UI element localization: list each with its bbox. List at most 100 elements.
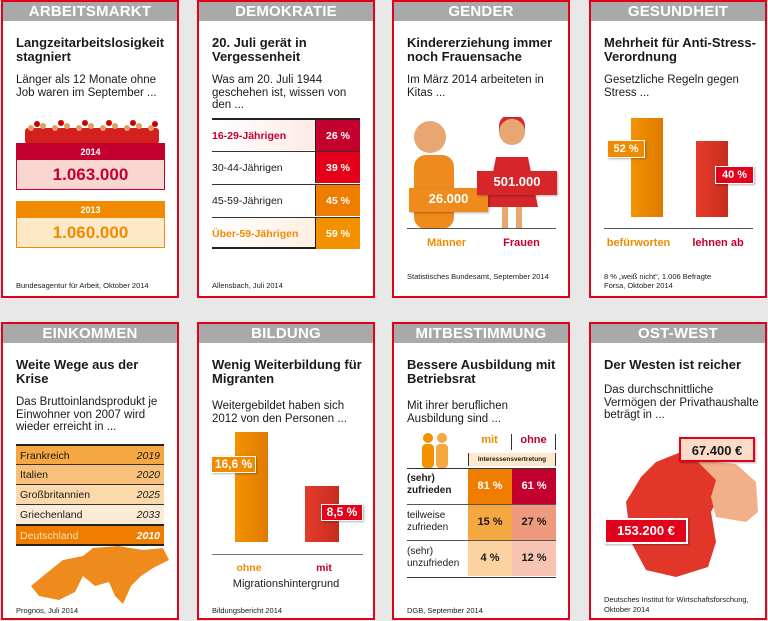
bar-label: lehnen ab	[692, 237, 744, 249]
card-subtitle: Mit ihrer beruflichen Ausbildung sind ..…	[407, 400, 508, 425]
card-bildung: BILDUNG Wenig Weiterbildung für Migrante…	[197, 322, 375, 620]
men-label: Männer	[426, 237, 467, 249]
row-label: (sehr) zufrieden	[407, 473, 452, 496]
box-2013: 2013 1.060.000	[16, 201, 165, 248]
source: Forsa, Oktober 2014	[604, 281, 673, 290]
value: 1.063.000	[52, 165, 129, 184]
country: Großbritannien	[20, 489, 91, 501]
row-value: 45 %	[315, 185, 360, 216]
table-row: 30-44-Jährigen 39 %	[212, 151, 360, 183]
card-header: EINKOMMEN	[3, 324, 177, 343]
country: Frankreich	[20, 450, 70, 462]
divider	[407, 468, 556, 469]
divider	[407, 577, 556, 578]
country: Deutschland	[20, 530, 79, 542]
card-subtitle: Im März 2014 arbeiteten in Kitas ...	[407, 74, 544, 99]
card-title: Kindererziehung immer noch Frauensache	[407, 35, 553, 64]
table-row: Großbritannien 2025	[16, 484, 164, 504]
cell-mit: 15 %	[468, 505, 512, 540]
source: Bundesagentur für Arbeit, Oktober 2014	[16, 281, 149, 290]
card-header: OST-WEST	[591, 324, 765, 343]
source: Allensbach, Juli 2014	[212, 281, 283, 290]
cell-ohne: 12 %	[512, 541, 556, 576]
card-title: Bessere Ausbildung mit Betriebsrat	[407, 357, 556, 386]
bar-label: mit	[316, 562, 332, 574]
card-header: GESUNDHEIT	[591, 2, 765, 21]
germany-map	[626, 450, 758, 577]
row-label: Über-59-Jährigen	[212, 228, 299, 240]
card-title: Der Westen ist reicher	[604, 357, 742, 372]
row-label: 16-29-Jährigen	[212, 130, 287, 142]
table-row: Italien 2020	[16, 464, 164, 484]
women-value: 501.000	[477, 171, 557, 195]
value-label: 16,6 %	[211, 456, 256, 473]
row-value: 26 %	[315, 120, 360, 151]
women-label: Frauen	[503, 237, 540, 249]
card-gender: GENDER Kindererziehung immer noch Frauen…	[392, 0, 570, 298]
axis-label: Migrationshintergrund	[232, 578, 340, 590]
year: 2010	[136, 530, 160, 542]
bar-label: ohne	[236, 562, 262, 574]
east-value: 67.400 €	[679, 437, 755, 462]
table-row: Über-59-Jährigen 59 %	[212, 217, 360, 249]
card-subtitle: Was am 20. Juli 1944 geschehen ist, wiss…	[212, 74, 347, 111]
year: 2025	[136, 489, 160, 501]
value: 1.060.000	[52, 223, 129, 242]
source: Bildungsbericht 2014	[212, 606, 283, 615]
row-label: (sehr) unzufrieden	[407, 546, 460, 569]
card-title: Weite Wege aus der Krise	[16, 357, 139, 386]
table-row: Frankreich 2019	[16, 444, 164, 464]
year-label: 2013	[17, 202, 164, 218]
table-row-highlight: Deutschland 2010	[16, 524, 164, 546]
card-header: DEMOKRATIE	[199, 2, 373, 21]
card-mitbestimmung: MITBESTIMMUNG Bessere Ausbildung mit Bet…	[392, 322, 570, 620]
row-label: 30-44-Jährigen	[212, 162, 283, 174]
row-label: 45-59-Jährigen	[212, 195, 283, 207]
card-header: ARBEITSMARKT	[3, 2, 177, 21]
cell-ohne: 61 %	[512, 469, 556, 504]
year: 2033	[136, 509, 160, 521]
cell-mit: 4 %	[468, 541, 512, 576]
men-value: 26.000	[409, 188, 488, 212]
row-value: 39 %	[315, 152, 360, 183]
card-header: MITBESTIMMUNG	[394, 324, 568, 343]
card-header: BILDUNG	[199, 324, 373, 343]
year: 2019	[136, 450, 160, 462]
bar-label: befürworten	[606, 237, 671, 249]
baseline	[604, 228, 753, 229]
card-title: Wenig Weiterbildung für Migranten	[212, 357, 362, 386]
card-header: GENDER	[394, 2, 568, 21]
card-subtitle: Länger als 12 Monate ohne Job waren im S…	[16, 74, 157, 99]
west-value: 153.200 €	[604, 518, 688, 544]
row-label: teilweise zufrieden	[407, 510, 449, 533]
col-group: Interessensvertretung	[468, 453, 556, 466]
source: Statistisches Bundesamt, September 2014	[407, 272, 549, 281]
country: Italien	[20, 469, 49, 481]
card-subtitle: Das durchschnittliche Vermögen der Priva…	[604, 384, 759, 421]
people-icon	[422, 433, 448, 468]
card-subtitle: Weitergebildet haben sich 2012 von den P…	[212, 400, 347, 425]
year-label: 2014	[17, 144, 164, 160]
divider	[407, 540, 556, 541]
col-ohne: ohne	[512, 434, 556, 450]
year: 2020	[136, 469, 160, 481]
col-mit: mit	[468, 434, 512, 450]
note: 8 % „weiß nicht“, 1.006 Befragte	[604, 272, 712, 281]
card-subtitle: Gesetzliche Regeln gegen Stress ...	[604, 74, 739, 99]
table-row: Griechenland 2033	[16, 504, 164, 524]
card-ost-west: OST-WEST Der Westen ist reicher Das durc…	[589, 322, 767, 620]
bar-befuerworten	[631, 118, 663, 217]
row-value: 59 %	[315, 218, 360, 249]
cell-ohne: 27 %	[512, 505, 556, 540]
source: DGB, September 2014	[407, 606, 483, 615]
value-label: 52 %	[607, 140, 645, 158]
baseline	[212, 554, 363, 555]
divider	[407, 504, 556, 505]
table-row: 16-29-Jährigen 26 %	[212, 118, 360, 151]
card-arbeitsmarkt: ARBEITSMARKT Langzeitarbeitslosigkeit st…	[1, 0, 179, 298]
source: Prognos, Juli 2014	[16, 606, 79, 615]
crowd-illustration	[25, 120, 159, 144]
card-subtitle: Das Bruttoinlandsprodukt je Einwohner vo…	[16, 396, 158, 433]
card-demokratie: DEMOKRATIE 20. Juli gerät in Vergessenhe…	[197, 0, 375, 298]
box-2014: 2014 1.063.000	[16, 143, 165, 190]
